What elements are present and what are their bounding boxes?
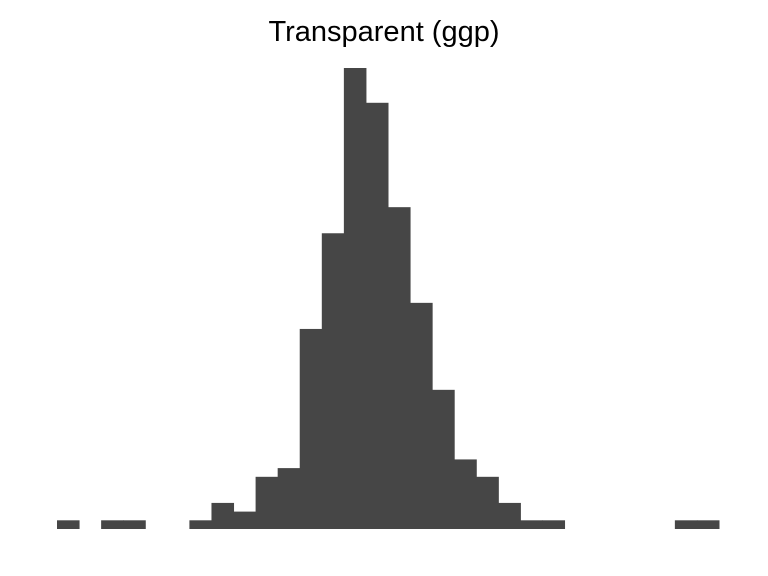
- histogram-bar: [211, 502, 235, 529]
- histogram-bar: [255, 476, 279, 529]
- histogram-bar: [123, 520, 146, 529]
- histogram-bar: [432, 389, 455, 529]
- histogram-bar: [321, 233, 345, 529]
- histogram-bar: [454, 459, 477, 529]
- histogram-bar: [498, 502, 521, 529]
- histogram-bar: [674, 520, 698, 529]
- histogram-bar: [696, 520, 720, 529]
- histogram-bar: [189, 520, 212, 529]
- histogram-bar: [233, 511, 257, 529]
- histogram-bar: [388, 207, 411, 530]
- histogram-bar: [343, 68, 367, 529]
- histogram-bar: [101, 520, 124, 529]
- histogram-bar: [410, 302, 433, 529]
- histogram-bar: [520, 520, 543, 529]
- histogram-bar: [476, 476, 499, 529]
- histogram-bar: [365, 102, 389, 529]
- histogram-bar: [57, 520, 80, 529]
- histogram-bar: [277, 468, 301, 529]
- chart-title: Transparent (ggp): [268, 16, 500, 48]
- histogram-bar: [299, 328, 323, 529]
- histogram-bar: [542, 520, 566, 529]
